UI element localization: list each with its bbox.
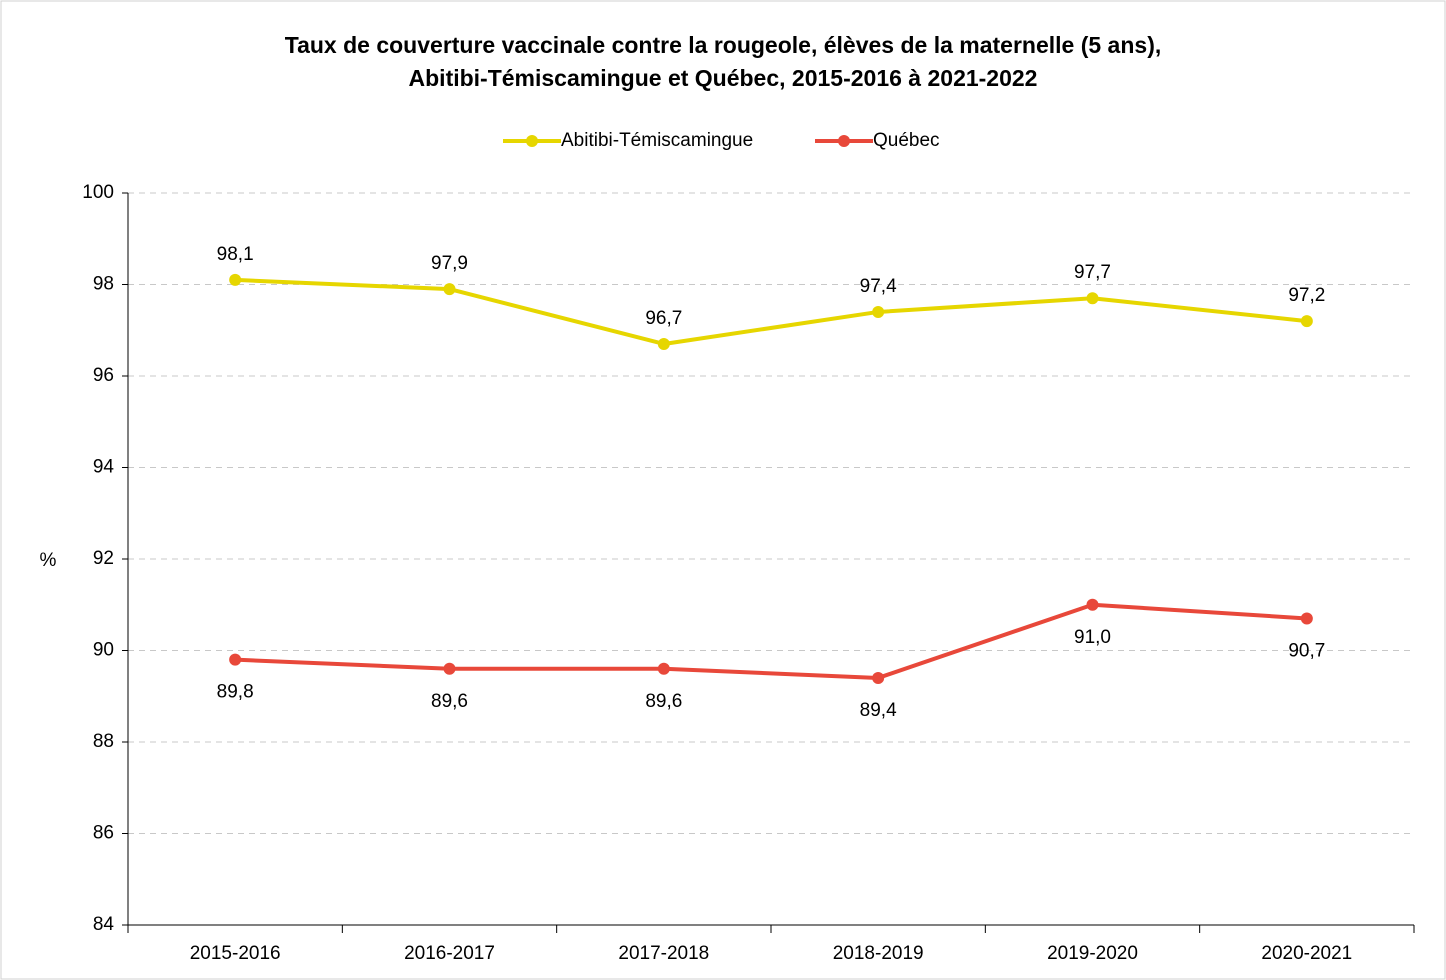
point [872, 671, 885, 684]
data-label: 91,0 [1074, 627, 1111, 648]
data-label: 97,9 [431, 253, 468, 274]
point [1086, 292, 1099, 305]
data-label: 89,6 [431, 691, 468, 712]
point [229, 273, 242, 286]
point [657, 337, 670, 350]
point [1086, 598, 1099, 611]
data-label: 96,7 [645, 308, 682, 329]
legend-marker [526, 135, 538, 147]
data-label: 98,1 [217, 244, 254, 265]
chart-title: Abitibi-Témiscamingue et Québec, 2015-20… [409, 65, 1038, 91]
legend-label: Abitibi-Témiscamingue [561, 130, 753, 151]
point [229, 653, 242, 666]
y-tick-label: 92 [93, 548, 114, 569]
point [443, 283, 456, 296]
y-tick-label: 94 [93, 457, 115, 478]
series-line [235, 602, 1307, 680]
data-label: 89,8 [217, 682, 254, 703]
chart-title: Taux de couverture vaccinale contre la r… [285, 32, 1162, 58]
point [1300, 315, 1313, 328]
data-label: 97,2 [1288, 285, 1325, 306]
series-line [235, 277, 1308, 346]
y-axis-label: % [40, 550, 57, 571]
y-tick-label: 86 [93, 823, 114, 844]
y-tick-label: 100 [82, 182, 114, 203]
data-label: 97,4 [860, 276, 897, 297]
x-tick-label: 2020-2021 [1261, 943, 1352, 964]
y-tick-label: 98 [93, 274, 114, 295]
x-tick-label: 2016-2017 [404, 943, 495, 964]
data-label: 90,7 [1288, 640, 1325, 661]
point [1300, 612, 1313, 625]
x-tick-label: 2017-2018 [618, 943, 709, 964]
y-tick-label: 88 [93, 731, 114, 752]
data-label: 97,7 [1074, 262, 1111, 283]
x-tick-label: 2015-2016 [190, 943, 281, 964]
legend-label: Québec [873, 130, 940, 151]
x-tick-label: 2018-2019 [833, 943, 924, 964]
y-tick-label: 90 [93, 640, 114, 661]
data-label: 89,6 [645, 691, 682, 712]
y-tick-label: 96 [93, 365, 114, 386]
y-tick-label: 84 [93, 914, 115, 935]
x-tick-label: 2019-2020 [1047, 943, 1138, 964]
point [872, 305, 885, 318]
point [443, 662, 456, 675]
legend-marker [838, 135, 850, 147]
data-label: 89,4 [860, 700, 897, 721]
point [657, 662, 670, 675]
